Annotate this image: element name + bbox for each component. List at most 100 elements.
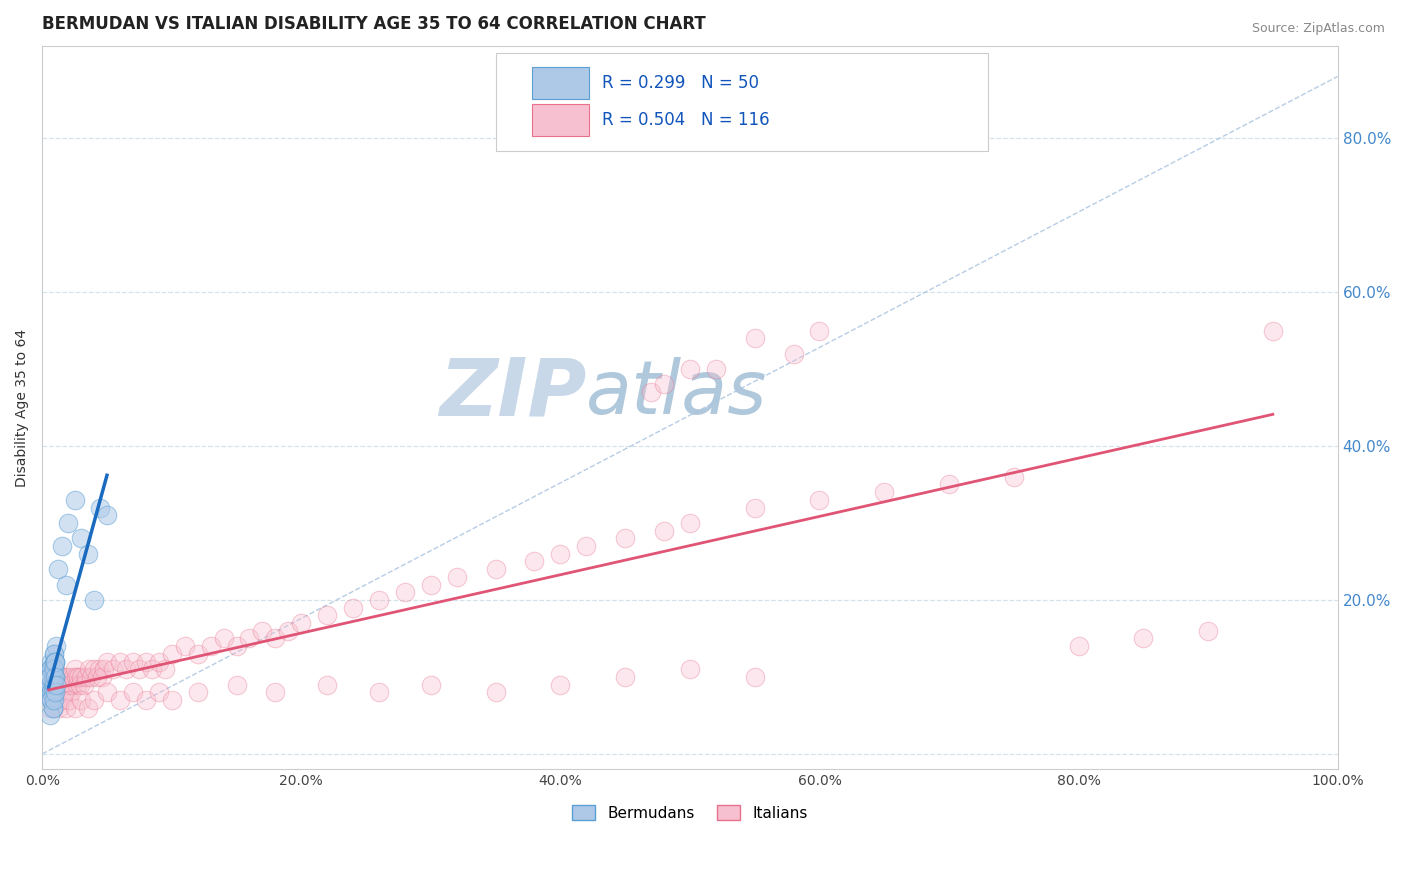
Text: R = 0.504   N = 116: R = 0.504 N = 116 — [602, 112, 769, 129]
Point — [148, 655, 170, 669]
Point — [316, 608, 339, 623]
Point — [42, 700, 65, 714]
Point — [38, 700, 60, 714]
Point — [342, 600, 364, 615]
Point — [550, 547, 572, 561]
Point — [1261, 324, 1284, 338]
Point — [70, 670, 93, 684]
Point — [39, 685, 62, 699]
Point — [39, 708, 62, 723]
Point — [39, 662, 62, 676]
Point — [51, 693, 73, 707]
Point — [808, 492, 831, 507]
Point — [42, 670, 65, 684]
Point — [704, 362, 727, 376]
Point — [744, 331, 766, 345]
Point — [39, 693, 62, 707]
Point — [44, 670, 66, 684]
Point — [76, 547, 98, 561]
Point — [128, 662, 150, 676]
Point — [72, 678, 94, 692]
Point — [83, 593, 105, 607]
Point — [55, 577, 77, 591]
Point — [782, 346, 804, 360]
Point — [44, 655, 66, 669]
Point — [42, 655, 65, 669]
Point — [200, 639, 222, 653]
Point — [42, 693, 65, 707]
Point — [252, 624, 274, 638]
Point — [523, 554, 546, 568]
Point — [290, 615, 312, 630]
Point — [1132, 632, 1154, 646]
Point — [652, 524, 675, 538]
Point — [63, 662, 86, 676]
Point — [160, 647, 183, 661]
Point — [86, 670, 108, 684]
Point — [83, 662, 105, 676]
Point — [122, 685, 145, 699]
Point — [614, 670, 637, 684]
Point — [277, 624, 299, 638]
Point — [41, 678, 63, 692]
Point — [44, 670, 66, 684]
Point — [41, 685, 63, 699]
Point — [614, 532, 637, 546]
Point — [419, 577, 441, 591]
Point — [45, 678, 67, 692]
Point — [141, 662, 163, 676]
Point — [148, 685, 170, 699]
FancyBboxPatch shape — [495, 53, 988, 151]
Text: R = 0.299   N = 50: R = 0.299 N = 50 — [602, 74, 759, 92]
Point — [108, 655, 131, 669]
Point — [39, 678, 62, 692]
Point — [135, 655, 157, 669]
Point — [80, 670, 103, 684]
Point — [938, 477, 960, 491]
Point — [550, 678, 572, 692]
Point — [39, 693, 62, 707]
Point — [115, 662, 138, 676]
Point — [69, 678, 91, 692]
Point — [44, 685, 66, 699]
Point — [42, 685, 65, 699]
Point — [1197, 624, 1219, 638]
Point — [83, 693, 105, 707]
Point — [38, 678, 60, 692]
Point — [41, 662, 63, 676]
Point — [173, 639, 195, 653]
Y-axis label: Disability Age 35 to 64: Disability Age 35 to 64 — [15, 328, 30, 486]
Point — [264, 685, 287, 699]
Point — [41, 662, 63, 676]
Point — [42, 670, 65, 684]
Point — [63, 492, 86, 507]
Point — [52, 678, 75, 692]
Text: Source: ZipAtlas.com: Source: ZipAtlas.com — [1251, 22, 1385, 36]
Point — [42, 647, 65, 661]
Point — [96, 685, 118, 699]
Point — [44, 655, 66, 669]
Point — [316, 678, 339, 692]
Point — [1067, 639, 1090, 653]
Point — [63, 700, 86, 714]
Point — [96, 508, 118, 523]
Point — [187, 647, 209, 661]
Point — [135, 693, 157, 707]
Point — [41, 670, 63, 684]
Point — [419, 678, 441, 692]
Text: atlas: atlas — [586, 357, 768, 429]
Point — [484, 562, 506, 576]
Point — [42, 678, 65, 692]
Point — [58, 693, 80, 707]
Point — [90, 670, 112, 684]
Point — [59, 685, 82, 699]
Point — [89, 662, 111, 676]
Point — [39, 678, 62, 692]
Point — [744, 500, 766, 515]
Point — [39, 685, 62, 699]
Point — [96, 655, 118, 669]
Point — [679, 662, 702, 676]
FancyBboxPatch shape — [531, 104, 589, 136]
Point — [44, 655, 66, 669]
Point — [264, 632, 287, 646]
